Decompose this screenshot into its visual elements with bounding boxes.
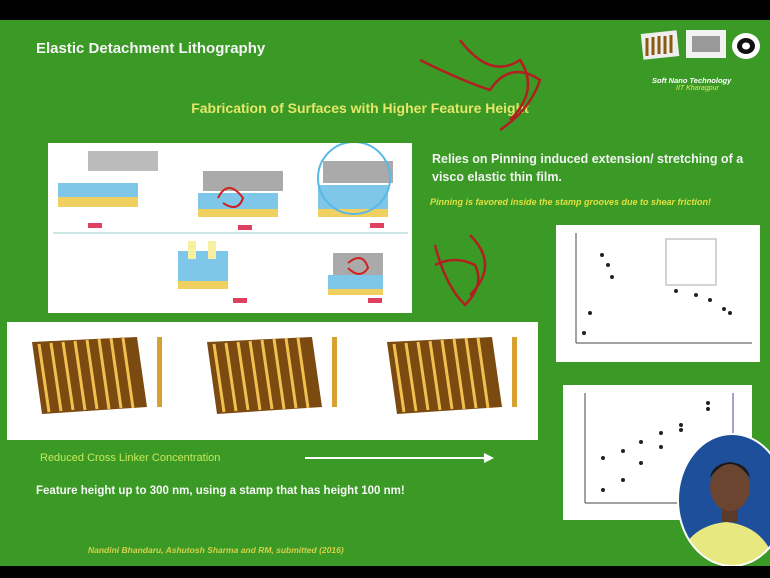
afm-figure xyxy=(7,322,538,440)
plot-figure xyxy=(556,225,760,362)
logo xyxy=(634,28,764,108)
schematic-figure xyxy=(48,143,412,313)
conclusion-text: Feature height up to 300 nm, using a sta… xyxy=(36,485,405,497)
citation: Nandini Bhandaru, Ashutosh Sharma and RM… xyxy=(88,545,344,555)
slide-subtitle: Fabrication of Surfaces with Higher Feat… xyxy=(0,100,720,116)
note-text: Pinning is favored inside the stamp groo… xyxy=(430,195,760,209)
afm-drawing xyxy=(7,322,538,440)
slide: Elastic Detachment Lithography Soft Nano… xyxy=(0,20,770,566)
logo-subtext: IIT Kharagpur xyxy=(676,85,719,92)
logo-text: Soft Nano Technology xyxy=(652,76,731,85)
slide-title: Elastic Detachment Lithography xyxy=(36,40,265,57)
presenter-video xyxy=(676,432,770,566)
page: Elastic Detachment Lithography Soft Nano… xyxy=(0,0,770,578)
bullet-text: Relies on Pinning induced extension/ str… xyxy=(432,150,762,186)
arrow-label: Reduced Cross Linker Concentration xyxy=(40,452,220,464)
schematic-drawing xyxy=(48,143,412,313)
plot-drawing xyxy=(556,225,760,362)
